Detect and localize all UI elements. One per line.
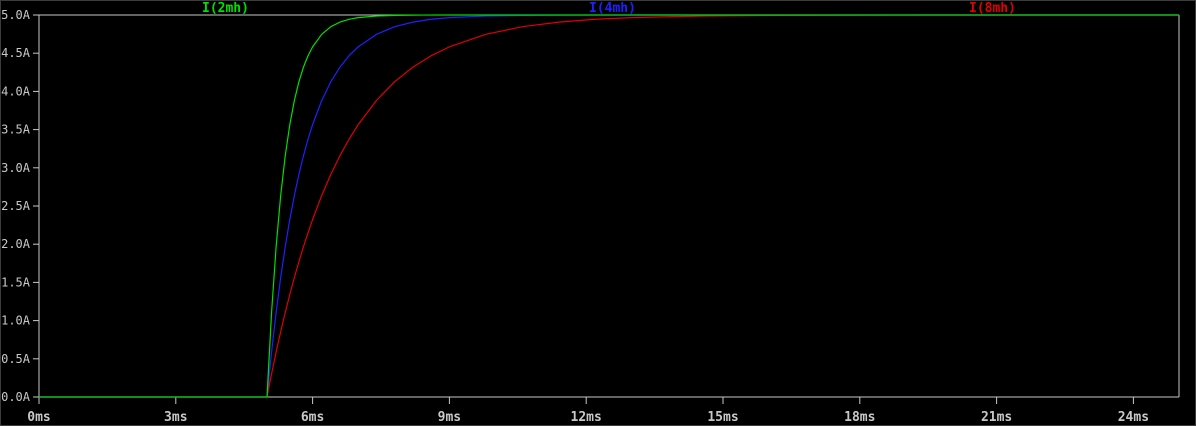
x-tick-label: 21ms [981, 410, 1012, 425]
x-tick-label: 24ms [1118, 410, 1149, 425]
trace-8mh [39, 14, 1179, 398]
y-tick-label: 1.5A [1, 275, 31, 289]
x-tick-label: 12ms [571, 410, 602, 425]
legend-i-8mh[interactable]: I(8mh) [969, 1, 1016, 16]
y-tick-label: 2.5A [1, 199, 31, 213]
x-axis-ticks: 0ms 3ms 6ms 9ms 12ms 15ms 18ms 21ms 24ms [27, 397, 1149, 425]
y-tick-label: 1.0A [1, 314, 31, 328]
x-tick-label: 6ms [301, 410, 324, 425]
y-tick-label: 4.5A [1, 46, 31, 60]
x-tick-label: 9ms [438, 410, 461, 425]
trace-2mh [39, 14, 1179, 398]
y-tick-label: 3.5A [1, 123, 31, 137]
y-tick-label: 5.0A [1, 8, 31, 22]
y-tick-label: 0.5A [1, 352, 31, 366]
y-axis-ticks: 0.0A 0.5A 1.0A 1.5A 2.0A 2.5A 3.0A 3.5A 4.0A 4.5A… [1, 8, 39, 404]
x-tick-label: 3ms [164, 410, 187, 425]
legend-i-2mh[interactable]: I(2mh) [202, 1, 249, 16]
y-tick-label: 2.0A [1, 237, 31, 251]
legend-i-4mh[interactable]: I(4mh) [589, 1, 636, 16]
waveform-traces [39, 14, 1179, 398]
x-tick-label: 0ms [27, 410, 50, 425]
x-tick-label: 18ms [844, 410, 875, 425]
y-tick-label: 3.0A [1, 161, 31, 175]
x-tick-label: 15ms [707, 410, 738, 425]
y-tick-label: 4.0A [1, 84, 31, 98]
y-tick-label: 0.0A [1, 390, 31, 404]
